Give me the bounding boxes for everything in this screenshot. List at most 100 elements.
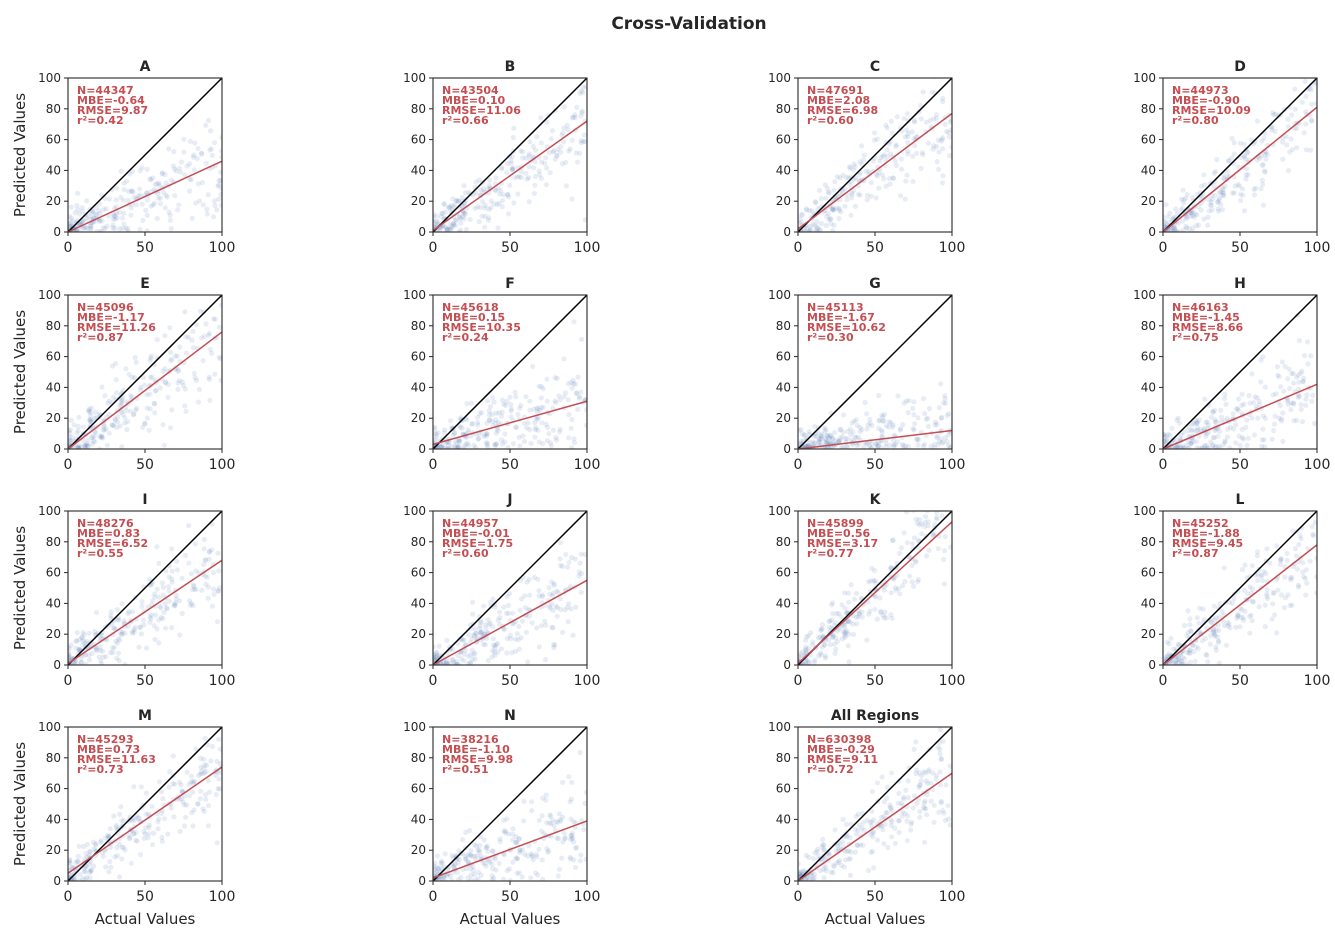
scatter-point (199, 335, 205, 341)
scatter-point (547, 813, 554, 820)
scatter-point (847, 165, 853, 171)
x-tick-label: 50 (866, 240, 884, 256)
scatter-point (141, 622, 147, 628)
scatter-point (490, 636, 496, 642)
scatter-point (1220, 189, 1226, 195)
scatter-point (800, 662, 806, 665)
scatter-point (1203, 433, 1209, 439)
scatter-point (857, 842, 864, 848)
scatter-point (1202, 396, 1208, 402)
scatter-point (1180, 187, 1186, 193)
scatter-point (526, 613, 533, 619)
scatter-point (219, 134, 222, 141)
scatter-point (218, 191, 222, 198)
scatter-point (205, 714, 210, 719)
y-tick-label: 100 (38, 504, 61, 518)
scatter-point (121, 210, 127, 216)
scatter-point (469, 647, 475, 653)
scatter-point (930, 146, 936, 152)
scatter-point (476, 218, 482, 225)
scatter-point (572, 115, 578, 121)
scatter-point (1186, 445, 1192, 449)
scatter-point (812, 199, 818, 205)
scatter-point (850, 621, 856, 627)
scatter-point (192, 586, 198, 592)
x-tick-label: 100 (574, 240, 601, 256)
scatter-point (568, 606, 574, 612)
scatter-point (1224, 415, 1230, 421)
scatter-point (79, 219, 85, 225)
scatter-point (126, 371, 132, 378)
scatter-point (940, 95, 946, 102)
scatter-point (433, 424, 438, 430)
scatter-point (1254, 395, 1260, 401)
scatter-point (478, 630, 484, 636)
scatter-point (934, 159, 940, 165)
scatter-point (447, 204, 453, 210)
scatter-point (176, 367, 182, 373)
scatter-point (212, 202, 218, 209)
scatter-point (842, 634, 848, 640)
scatter-point (482, 202, 488, 208)
scatter-point (867, 420, 873, 426)
scatter-point (1240, 436, 1246, 442)
scatter-point (893, 143, 899, 149)
scatter-point (902, 134, 909, 140)
scatter-point (551, 582, 557, 588)
scatter-point (547, 440, 554, 446)
scatter-point (175, 368, 181, 374)
scatter-point (573, 390, 580, 397)
scatter-point (514, 870, 520, 877)
scatter-point (1187, 213, 1194, 219)
scatter-point (74, 868, 80, 874)
scatter-point (88, 222, 94, 228)
scatter-point (878, 445, 884, 449)
scatter-point (884, 810, 890, 816)
scatter-point (155, 826, 161, 832)
scatter-point (124, 427, 130, 433)
scatter-point (878, 610, 884, 616)
scatter-point (131, 629, 137, 635)
scatter-point (1270, 392, 1276, 398)
scatter-point (504, 816, 510, 822)
scatter-point (1288, 407, 1294, 413)
scatter-point (567, 854, 573, 861)
scatter-point (470, 867, 477, 874)
scatter-point (88, 210, 94, 216)
scatter-point (82, 442, 88, 448)
scatter-point (798, 652, 801, 658)
scatter-point (835, 438, 842, 444)
scatter-point (918, 778, 924, 784)
scatter-point (1267, 560, 1273, 566)
scatter-point (814, 224, 820, 230)
scatter-point (200, 202, 206, 208)
scatter-point (165, 583, 172, 590)
scatter-point (181, 149, 187, 155)
scatter-point (140, 617, 147, 623)
scatter-point (1234, 406, 1240, 412)
scatter-point (1226, 158, 1232, 164)
scatter-point (135, 815, 141, 821)
scatter-point (1256, 402, 1262, 408)
scatter-point (555, 873, 561, 879)
scatter-point (140, 374, 147, 381)
stat-label: MBE=-0.90 (1172, 94, 1240, 107)
scatter-point (1183, 442, 1189, 448)
scatter-point (123, 366, 129, 372)
scatter-point (805, 228, 811, 232)
scatter-point (484, 420, 490, 426)
scatter-point (433, 211, 437, 217)
scatter-point (1231, 190, 1237, 196)
scatter-point (1170, 660, 1176, 665)
scatter-point (190, 328, 196, 334)
scatter-point (444, 226, 450, 232)
scatter-point (189, 810, 195, 816)
scatter-point (1306, 52, 1311, 57)
scatter-point (168, 226, 174, 232)
scatter-point (889, 130, 896, 136)
scatter-point (1302, 78, 1308, 84)
scatter-point (902, 578, 908, 585)
scatter-point (192, 140, 198, 146)
scatter-point (145, 835, 151, 841)
scatter-point (510, 165, 516, 171)
